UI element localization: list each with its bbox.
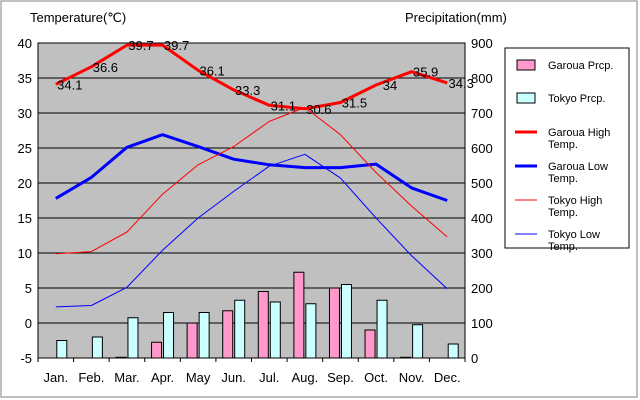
right-tick-label: 500 (471, 176, 493, 191)
x-tick-label: Dec. (434, 370, 461, 385)
plot-area (37, 42, 466, 359)
precip-bar-garoua-prcp (400, 356, 412, 359)
x-tick-label: Nov. (399, 370, 425, 385)
left-tick-label: 10 (18, 246, 32, 261)
data-label: 30.6 (306, 102, 331, 117)
legend-box (504, 47, 630, 249)
data-label: 31.5 (342, 96, 367, 111)
x-tick-label: Oct. (364, 370, 388, 385)
precip-bar-garoua-prcp (257, 291, 269, 359)
data-label: 31.1 (271, 98, 296, 113)
precip-bar-tokyo-prcp (198, 312, 210, 359)
right-tick-label: 600 (471, 141, 493, 156)
right-tick-label: 200 (471, 281, 493, 296)
data-label: 34.3 (449, 76, 474, 91)
legend-label: Tokyo High (548, 195, 602, 207)
precip-bar-tokyo-prcp (91, 336, 103, 359)
precip-bar-garoua-prcp (364, 329, 376, 359)
x-tick-label: Jun. (221, 370, 246, 385)
left-tick-label: 25 (18, 141, 32, 156)
legend-label: Garoua Low (548, 161, 608, 173)
right-tick-label: 0 (471, 351, 478, 366)
right-tick-label: 700 (471, 106, 493, 121)
left-tick-label: 0 (25, 316, 32, 331)
legend-label-cont: Temp. (548, 139, 578, 151)
precip-bar-tokyo-prcp (56, 340, 68, 359)
legend-label-cont: Temp. (548, 207, 578, 219)
left-tick-label: 40 (18, 36, 32, 51)
precip-bar-garoua-prcp (186, 322, 198, 359)
x-tick-label: Aug. (292, 370, 319, 385)
legend-label: Garoua High (548, 127, 610, 139)
legend-label: Garoua Prcp. (548, 60, 613, 72)
left-tick-label: -5 (20, 351, 32, 366)
precip-bar-tokyo-prcp (234, 299, 246, 359)
right-axis-title: Precipitation(mm) (405, 10, 507, 25)
right-tick-label: 100 (471, 316, 493, 331)
left-tick-label: 20 (18, 176, 32, 191)
precip-bar-tokyo-prcp (412, 324, 424, 359)
precip-bar-garoua-prcp (151, 341, 163, 359)
left-axis-title: Temperature(℃) (30, 10, 127, 25)
precip-bar-tokyo-prcp (447, 343, 459, 359)
temp-line-tokyo-low-temp (55, 153, 448, 308)
legend-swatch (516, 92, 536, 104)
data-label: 34 (383, 78, 397, 93)
data-label: 34.1 (57, 77, 82, 92)
precip-bar-garoua-prcp (328, 287, 340, 359)
legend-label-cont: Temp. (548, 241, 578, 253)
x-tick-label: Jul. (259, 370, 279, 385)
left-tick-label: 30 (18, 106, 32, 121)
data-label: 36.6 (93, 60, 118, 75)
right-tick-label: 800 (471, 71, 493, 86)
right-tick-label: 300 (471, 246, 493, 261)
right-tick-label: 400 (471, 211, 493, 226)
x-tick-label: Apr. (151, 370, 174, 385)
legend-label: Tokyo Prcp. (548, 93, 605, 105)
x-tick-label: May (186, 370, 211, 385)
x-tick-label: Feb. (78, 370, 104, 385)
data-label: 35.9 (413, 65, 438, 80)
data-label: 39.7 (128, 38, 153, 53)
precip-bar-tokyo-prcp (269, 301, 281, 359)
precip-bar-tokyo-prcp (127, 317, 139, 359)
precip-bar-garoua-prcp (293, 271, 305, 359)
left-tick-label: 15 (18, 211, 32, 226)
precip-bar-tokyo-prcp (340, 284, 352, 359)
precip-bar-tokyo-prcp (163, 312, 175, 359)
right-tick-label: 900 (471, 36, 493, 51)
precip-bar-garoua-prcp (222, 310, 234, 359)
x-tick-label: Jan. (44, 370, 69, 385)
left-tick-label: 35 (18, 71, 32, 86)
temp-line-tokyo-high-temp (55, 106, 448, 255)
precip-bar-garoua-prcp (115, 356, 127, 359)
legend-label-cont: Temp. (548, 173, 578, 185)
legend-swatch (516, 59, 536, 71)
legend-label: Tokyo Low (548, 229, 600, 241)
data-label: 39.7 (164, 38, 189, 53)
x-tick-label: Sep. (327, 370, 354, 385)
precip-bar-tokyo-prcp (376, 299, 388, 359)
left-tick-label: 5 (25, 281, 32, 296)
data-label: 36.1 (199, 63, 224, 78)
data-label: 33.3 (235, 83, 260, 98)
precip-bar-tokyo-prcp (305, 303, 317, 359)
x-tick-label: Mar. (114, 370, 139, 385)
temp-line-garoua-low-temp (55, 133, 448, 202)
temp-line-garoua-high-temp (55, 43, 448, 111)
